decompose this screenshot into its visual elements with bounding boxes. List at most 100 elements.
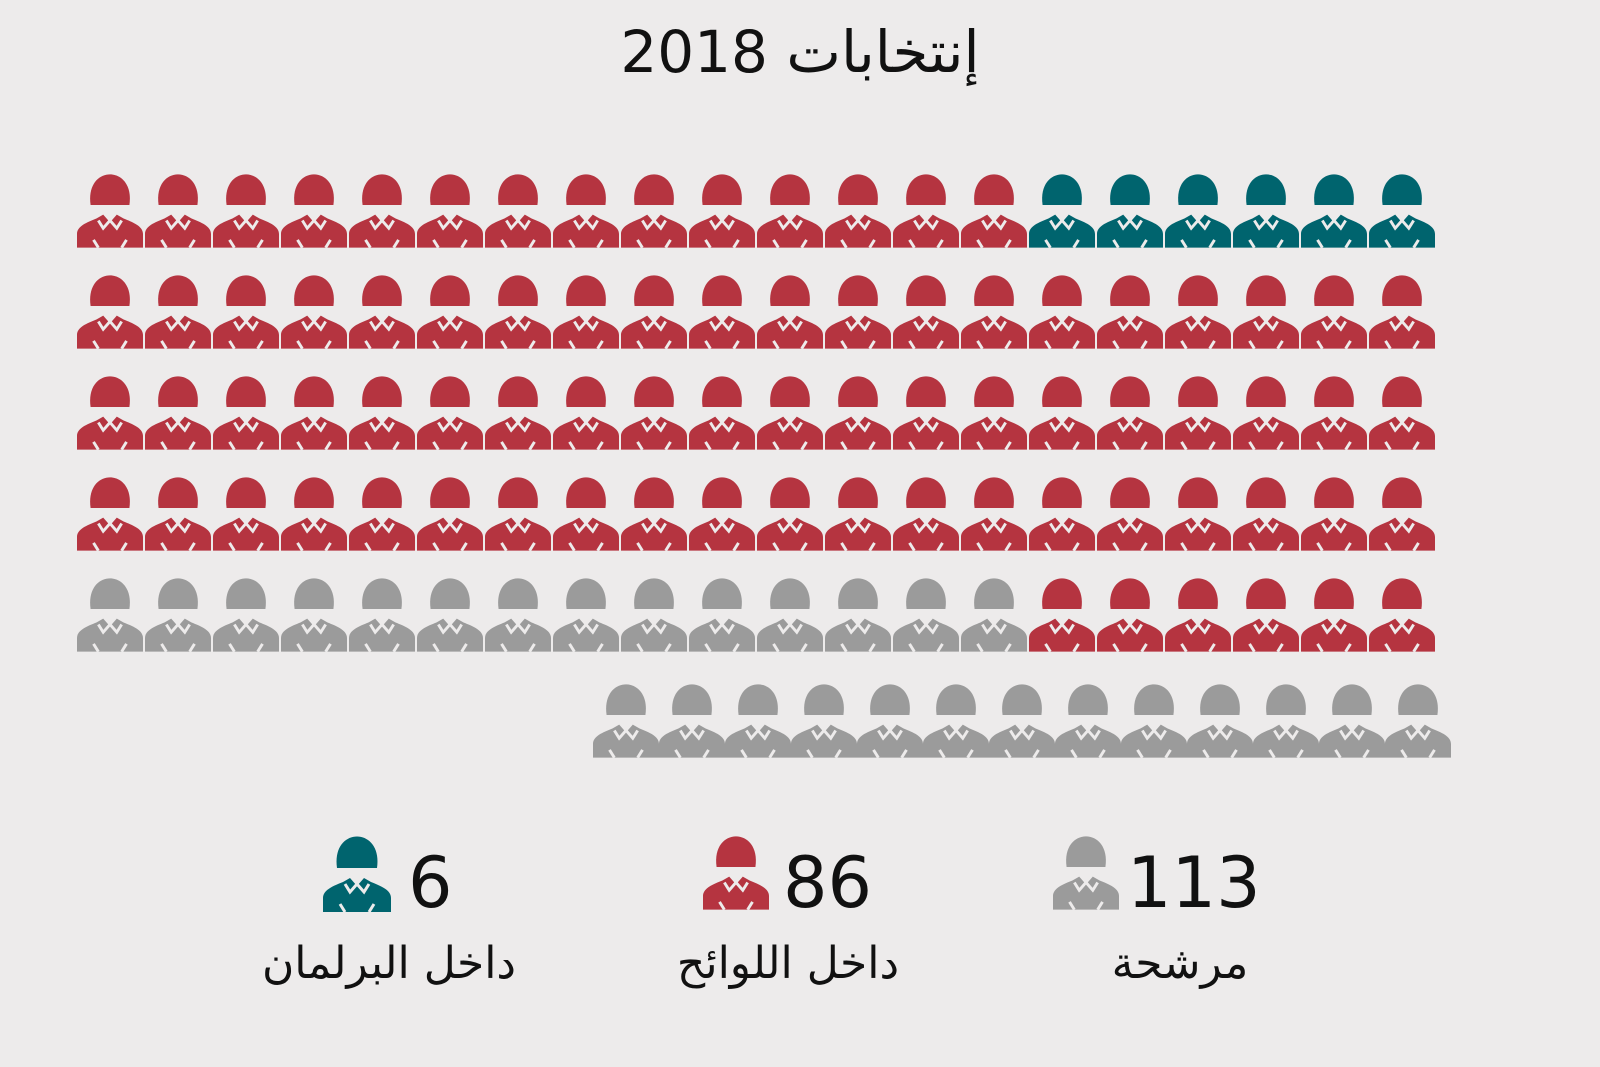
person-icon-lists xyxy=(1233,273,1299,349)
person-icon-lists xyxy=(1233,475,1299,551)
legend-item-candidates: 113 مرشحة xyxy=(1045,820,1405,1020)
person-icon-parliament xyxy=(1165,172,1231,248)
person-icon-lists xyxy=(349,172,415,248)
person-icon-lists xyxy=(757,475,823,551)
person-icon-lists xyxy=(77,273,143,349)
person-icon-lists xyxy=(689,475,755,551)
person-icon-parliament xyxy=(1301,172,1367,248)
person-icon-lists xyxy=(1029,273,1095,349)
person-icon-lists xyxy=(77,374,143,450)
person-icon-candidate xyxy=(553,576,619,652)
person-icon-lists xyxy=(417,475,483,551)
person-icon-lists xyxy=(689,172,755,248)
person-icon-lists xyxy=(1097,374,1163,450)
legend-item-lists: 86 داخل اللوائح xyxy=(677,820,1055,1020)
person-icon-lists xyxy=(1029,576,1095,652)
legend-value-candidates: 113 xyxy=(1127,842,1261,924)
person-icon-parliament xyxy=(1097,172,1163,248)
person-icon-lists xyxy=(1301,475,1367,551)
person-icon-lists xyxy=(1165,273,1231,349)
person-icon-candidate xyxy=(923,682,989,758)
person-icon-lists xyxy=(825,475,891,551)
person-icon-lists xyxy=(281,374,347,450)
person-icon-lists xyxy=(1369,273,1435,349)
person-icon-candidate xyxy=(857,682,923,758)
person-icon-lists xyxy=(145,172,211,248)
person-icon-lists xyxy=(281,273,347,349)
person-icon-lists xyxy=(961,475,1027,551)
legend-label-parliament: داخل البرلمان xyxy=(261,938,517,989)
person-icon-candidate xyxy=(621,576,687,652)
person-icon-lists xyxy=(213,273,279,349)
person-icon-candidate xyxy=(757,576,823,652)
person-icon-lists xyxy=(757,374,823,450)
person-icon-candidate xyxy=(659,682,725,758)
person-icon-lists xyxy=(553,172,619,248)
person-icon-lists xyxy=(621,172,687,248)
person-icon-lists xyxy=(621,374,687,450)
person-icon-candidate xyxy=(1055,682,1121,758)
person-icon-lists xyxy=(621,273,687,349)
person-red-icon xyxy=(703,834,769,910)
pictogram-grid xyxy=(77,172,1451,758)
legend-value-lists: 86 xyxy=(783,842,873,924)
person-icon-lists xyxy=(961,273,1027,349)
person-icon-lists xyxy=(485,172,551,248)
person-icon-lists xyxy=(1029,475,1095,551)
person-icon-lists xyxy=(553,475,619,551)
person-icon-lists xyxy=(1165,576,1231,652)
person-icon-lists xyxy=(213,374,279,450)
legend-label-lists: داخل اللوائح xyxy=(676,938,900,989)
person-icon-lists xyxy=(417,374,483,450)
person-icon-parliament xyxy=(1369,172,1435,248)
person-icon-candidate xyxy=(281,576,347,652)
person-icon-lists xyxy=(1301,576,1367,652)
person-icon-lists xyxy=(893,475,959,551)
legend-value-parliament: 6 xyxy=(408,842,453,924)
person-icon-lists xyxy=(77,172,143,248)
person-icon-candidate xyxy=(725,682,791,758)
person-icon-lists xyxy=(1165,374,1231,450)
person-icon-candidate xyxy=(485,576,551,652)
person-icon-lists xyxy=(145,374,211,450)
person-icon-lists xyxy=(1097,273,1163,349)
person-icon-lists xyxy=(485,475,551,551)
person-icon-lists xyxy=(349,273,415,349)
person-icon-lists xyxy=(213,172,279,248)
person-icon-candidate xyxy=(893,576,959,652)
person-icon-lists xyxy=(961,374,1027,450)
person-icon-candidate xyxy=(1319,682,1385,758)
person-icon-lists xyxy=(825,273,891,349)
person-icon-candidate xyxy=(825,576,891,652)
person-icon-lists xyxy=(485,273,551,349)
person-icon-lists xyxy=(145,273,211,349)
person-icon-lists xyxy=(77,475,143,551)
person-icon-candidate xyxy=(989,682,1055,758)
person-icon-lists xyxy=(1097,475,1163,551)
person-icon-lists xyxy=(757,172,823,248)
person-icon-lists xyxy=(417,273,483,349)
person-icon-lists xyxy=(893,273,959,349)
person-icon-lists xyxy=(349,374,415,450)
person-icon-lists xyxy=(145,475,211,551)
person-icon-candidate xyxy=(213,576,279,652)
person-icon-lists xyxy=(281,475,347,551)
person-icon-lists xyxy=(825,374,891,450)
person-icon-lists xyxy=(825,172,891,248)
person-icon-lists xyxy=(1369,475,1435,551)
person-icon-candidate xyxy=(961,576,1027,652)
person-icon-lists xyxy=(1029,374,1095,450)
person-icon-lists xyxy=(757,273,823,349)
person-icon-candidate xyxy=(349,576,415,652)
person-icon-candidate xyxy=(417,576,483,652)
person-icon-parliament xyxy=(1029,172,1095,248)
person-icon-lists xyxy=(213,475,279,551)
person-icon-parliament xyxy=(1233,172,1299,248)
person-icon-lists xyxy=(1097,576,1163,652)
legend-label-candidates: مرشحة xyxy=(1111,938,1249,989)
person-icon-lists xyxy=(281,172,347,248)
person-icon-lists xyxy=(689,273,755,349)
person-icon-lists xyxy=(689,374,755,450)
person-icon-lists xyxy=(893,374,959,450)
person-icon-candidate xyxy=(145,576,211,652)
